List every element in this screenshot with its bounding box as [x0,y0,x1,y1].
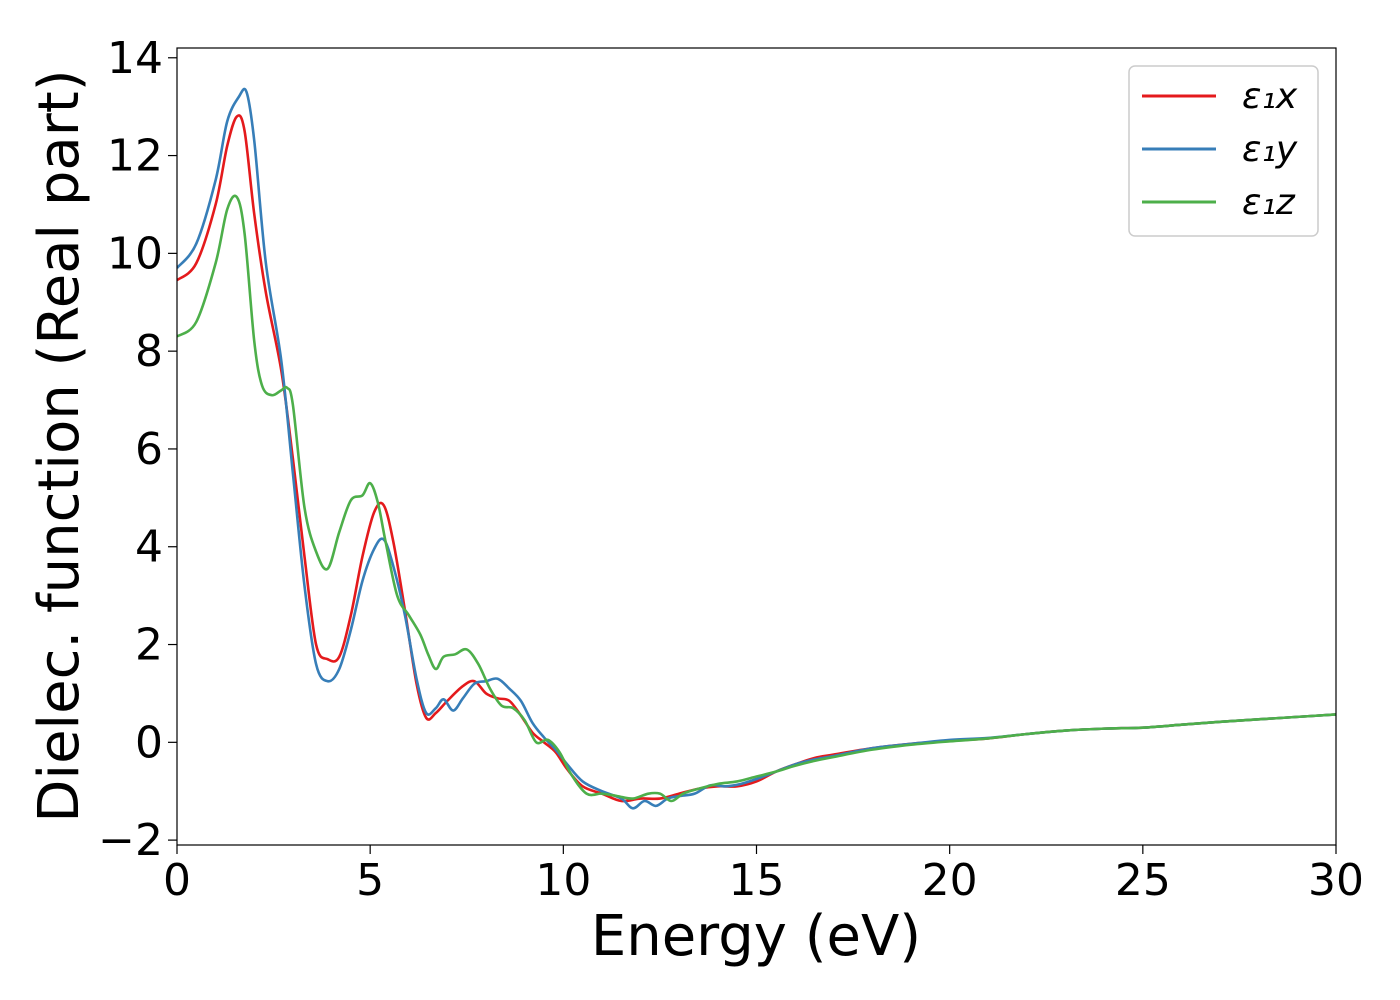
x-tick-label: 15 [729,855,785,906]
y-tick-label: 4 [135,522,163,573]
y-axis-title: Dielec. function (Real part) [27,69,92,822]
legend-label-eps1x: ε₁x [1242,76,1298,117]
x-tick-label: 20 [922,855,978,906]
legend-label-eps1y: ε₁y [1242,129,1298,170]
x-tick-label: 5 [356,855,384,906]
x-tick-label: 10 [535,855,591,906]
x-tick-label: 0 [163,855,191,906]
legend-box [1128,65,1319,237]
series-layer [177,87,1336,810]
x-axis-title: Energy (eV) [591,904,921,969]
y-tick-label: 8 [135,326,163,377]
y-tick-label: −2 [98,815,163,866]
y-tick-label: 0 [135,717,163,768]
y-tick-label: 10 [107,228,163,279]
legend: ε₁x ε₁y ε₁z [1128,65,1319,237]
y-tick-label: 12 [107,131,163,182]
legend-label-eps1z: ε₁z [1242,182,1296,223]
y-tick-label: 6 [135,424,163,475]
y-tick-label: 14 [107,33,163,84]
y-tick-label: 2 [135,620,163,671]
x-tick-label: 30 [1308,855,1364,906]
series-line-eps1z [177,194,1336,803]
x-tick-label: 25 [1115,855,1171,906]
